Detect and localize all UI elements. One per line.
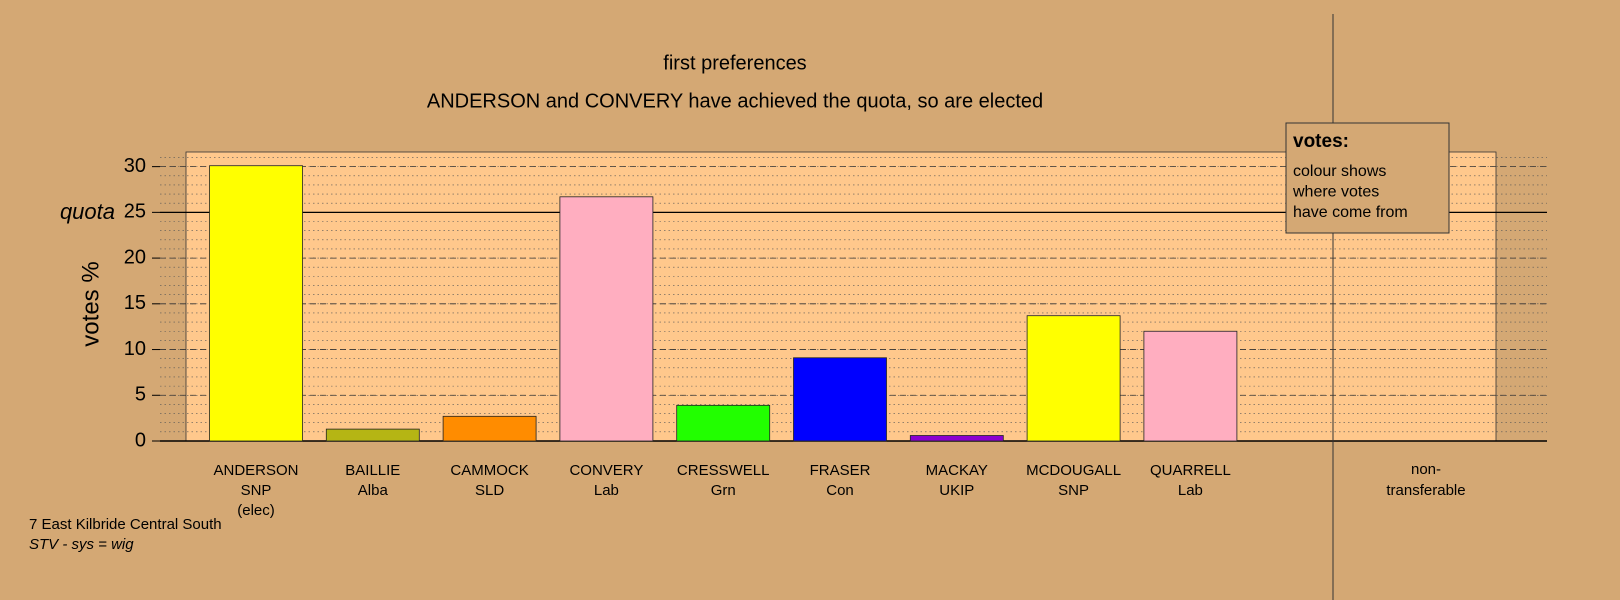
x-tick-label: QUARRELL <box>1150 462 1231 479</box>
bar <box>442 415 537 442</box>
party-label: UKIP <box>939 482 974 499</box>
y-tick-label: 30 <box>124 155 146 177</box>
bar <box>1026 315 1121 442</box>
legend-box <box>1285 122 1450 234</box>
x-tick-label: CRESSWELL <box>677 462 770 479</box>
y-axis-label: votes % <box>77 261 104 346</box>
party-label: Grn <box>711 482 736 499</box>
party-label: Lab <box>1178 482 1203 499</box>
x-tick-label: MCDOUGALL <box>1026 462 1121 479</box>
footer-line: STV - sys = wig <box>29 536 134 553</box>
legend-text: where votes <box>1292 184 1379 201</box>
x-tick-label: ANDERSON <box>213 462 298 479</box>
quota-label: quota <box>60 199 115 224</box>
legend-title: votes: <box>1293 131 1349 152</box>
y-tick-label: 20 <box>124 246 146 268</box>
non-transferable-label: transferable <box>1386 482 1465 499</box>
y-tick-label: 0 <box>135 429 146 451</box>
y-tick-label: 5 <box>135 384 146 406</box>
bar <box>793 357 887 442</box>
x-tick-label: CONVERY <box>569 462 643 479</box>
non-transferable-label: non- <box>1411 461 1441 478</box>
chart-subtitle: ANDERSON and CONVERY have achieved the q… <box>427 90 1043 112</box>
party-label: SNP <box>1058 482 1089 499</box>
bar <box>676 404 771 442</box>
x-tick-label: MACKAY <box>926 462 988 479</box>
party-label: SLD <box>475 482 504 499</box>
party-label: Lab <box>594 482 619 499</box>
footer-line: 7 East Kilbride Central South <box>29 516 222 533</box>
x-tick-label: BAILLIE <box>345 462 400 479</box>
y-tick-label: 25 <box>124 201 146 223</box>
bar <box>1143 330 1238 442</box>
y-tick-label: 10 <box>124 338 146 360</box>
x-tick-label: FRASER <box>810 462 871 479</box>
bar <box>209 165 303 442</box>
bar <box>909 435 1004 442</box>
x-tick-label: CAMMOCK <box>450 462 528 479</box>
party-label: Con <box>826 482 854 499</box>
y-tick-label: 15 <box>124 292 146 314</box>
bar <box>325 428 420 442</box>
bar <box>559 196 654 442</box>
party-label: Alba <box>358 482 389 499</box>
legend-text: colour shows <box>1293 163 1386 180</box>
party-label: SNP <box>241 482 272 499</box>
legend-text: have come from <box>1293 204 1408 221</box>
note-label: (elec) <box>237 502 275 519</box>
chart-title: first preferences <box>663 52 806 74</box>
